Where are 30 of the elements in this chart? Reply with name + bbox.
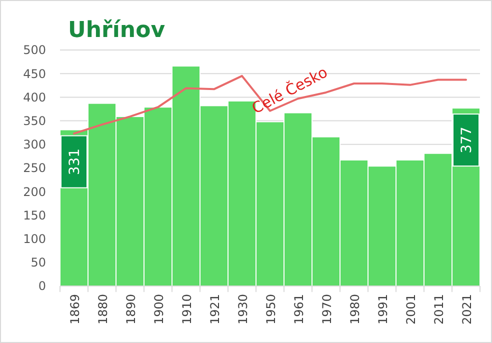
- x-tick-label: 1869: [68, 294, 82, 325]
- text: Celé Česko: [248, 63, 330, 118]
- y-tick-label: 500: [23, 43, 46, 58]
- x-tick-label: 1910: [180, 294, 194, 325]
- y-tick-label: 50: [30, 256, 46, 270]
- data-label: 377: [459, 126, 475, 154]
- x-tick-label: 1991: [376, 294, 390, 325]
- x-tick-label: 2001: [404, 294, 418, 325]
- x-tick-label: 1930: [236, 294, 250, 325]
- y-tick-label: 400: [23, 90, 46, 104]
- x-tick-label: 1900: [152, 294, 166, 325]
- y-tick-label: 100: [23, 232, 46, 246]
- y-tick-label: 0: [38, 279, 46, 294]
- x-tick-label: 1921: [208, 294, 222, 325]
- x-tick-label: 1890: [124, 294, 138, 325]
- y-tick-label: 150: [23, 208, 46, 222]
- data-label: 331: [67, 148, 83, 176]
- x-tick-label: 1980: [348, 294, 362, 325]
- y-tick-label: 450: [23, 66, 46, 81]
- x-tick-label: 1961: [292, 294, 306, 325]
- x-tick-label: 1880: [96, 294, 110, 325]
- chart-title: Uhřínov: [68, 18, 166, 43]
- x-tick-label: 2011: [432, 294, 446, 325]
- x-tick-label: 2021: [460, 294, 474, 325]
- y-tick-label: 200: [23, 184, 46, 199]
- y-tick-label: 250: [23, 161, 46, 176]
- y-tick-label: 300: [23, 138, 46, 152]
- y-tick-label: 350: [23, 114, 46, 128]
- x-tick-label: 1950: [264, 294, 278, 325]
- x-tick-label: 1970: [320, 294, 334, 325]
